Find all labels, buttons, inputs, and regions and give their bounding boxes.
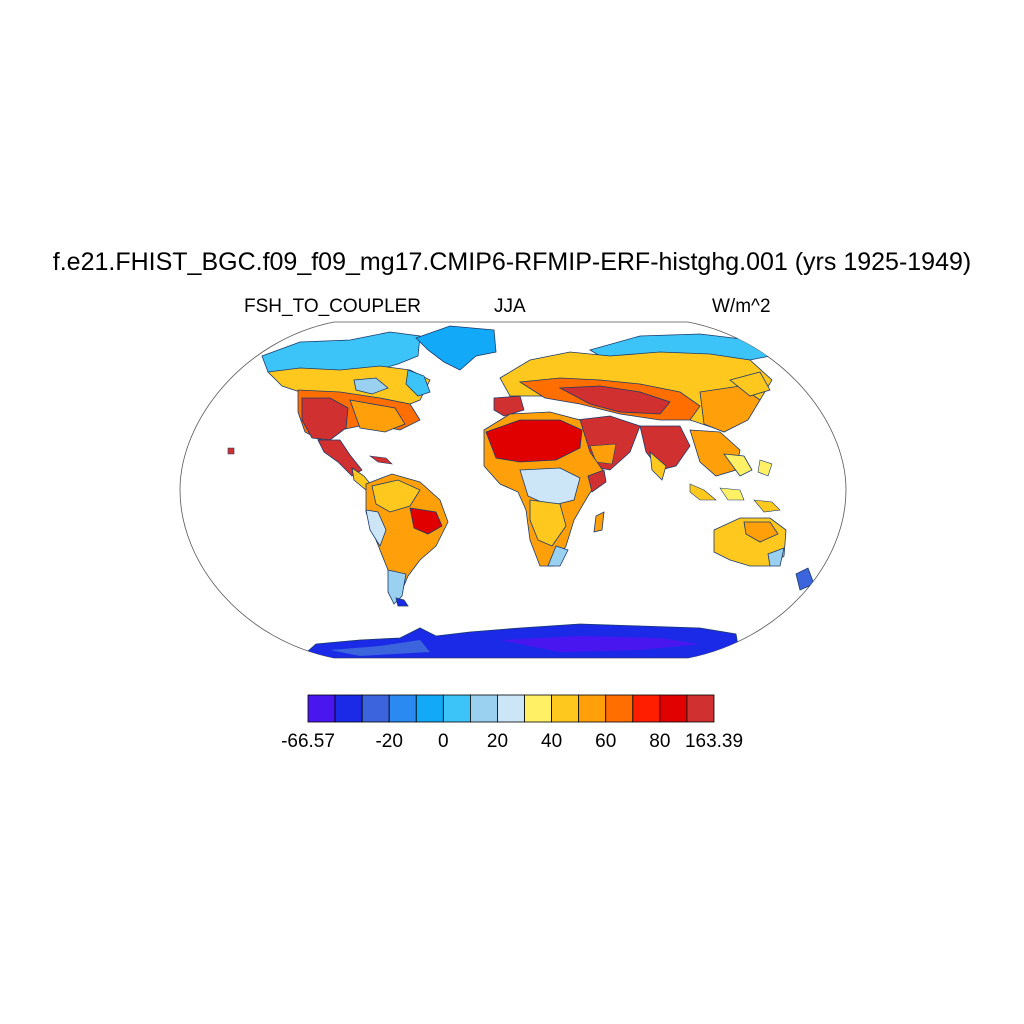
southeast-asia [689, 459, 781, 513]
units-label: W/m^2 [712, 296, 771, 317]
colorbar-swatch [686, 694, 715, 723]
figure-title: f.e21.FHIST_BGC.f09_f09_mg17.CMIP6-RFMIP… [52, 248, 972, 276]
greenland [415, 325, 497, 371]
colorbar-swatch [659, 694, 688, 723]
colorbar-tick-label: 80 [649, 731, 671, 752]
colorbar-tick-label: 40 [541, 731, 563, 752]
africa [483, 411, 607, 567]
colorbar-tick-label: 0 [438, 731, 449, 752]
colorbar-swatch [307, 694, 336, 723]
colorbar-swatch [578, 694, 607, 723]
colorbar-swatch [551, 694, 580, 723]
colorbar-tick-label: 163.39 [684, 731, 744, 752]
colorbar-swatch [334, 694, 363, 723]
colorbar-swatch [388, 694, 417, 723]
australia [713, 517, 815, 591]
eurasia [499, 333, 773, 481]
colorbar-tick-label: -20 [375, 731, 403, 752]
colorbar-swatch [497, 694, 525, 723]
colorbar-swatch [524, 694, 552, 723]
colorbar-tick-label: 60 [595, 731, 617, 752]
season-label: JJA [494, 296, 526, 317]
south-america [365, 473, 449, 607]
colorbar-swatch [442, 694, 471, 723]
colorbar-tick-label: -66.57 [281, 731, 335, 752]
colorbar-swatch [469, 694, 498, 723]
colorbar-swatch [415, 694, 444, 723]
north-america [261, 331, 431, 491]
variable-name: FSH_TO_COUPLER [244, 296, 422, 317]
colorbar-swatch [361, 694, 390, 723]
colorbar-swatch [632, 694, 661, 723]
colorbar-swatch [605, 694, 634, 723]
colorbar [307, 694, 715, 723]
colorbar-tick-label: 20 [486, 731, 509, 752]
